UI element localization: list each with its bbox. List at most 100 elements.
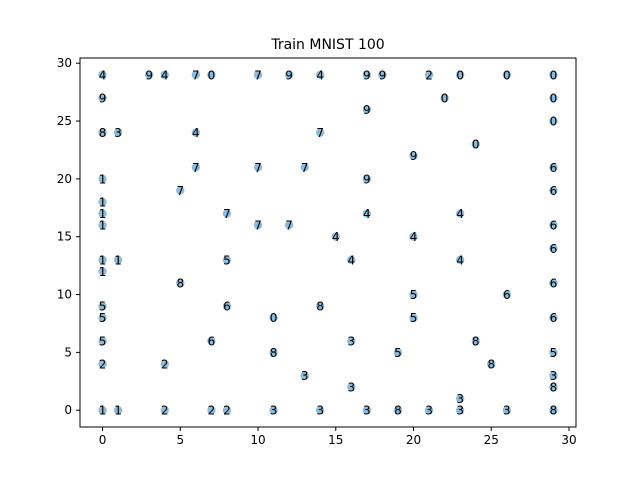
data-point — [191, 128, 201, 137]
point-label: 2 — [208, 404, 216, 418]
data-point — [316, 70, 325, 79]
point-label: 0 — [208, 68, 216, 82]
point-label: 9 — [410, 149, 418, 163]
data-point — [362, 70, 372, 79]
data-point — [98, 220, 107, 230]
point-label: 5 — [99, 300, 107, 314]
x-tick-label: 0 — [99, 433, 107, 447]
data-point — [113, 406, 123, 415]
y-tick-label: 30 — [57, 56, 72, 70]
x-tick-label: 15 — [328, 433, 343, 447]
point-label: 7 — [254, 219, 262, 233]
point-label: 4 — [410, 230, 418, 244]
point-label: 8 — [270, 346, 278, 360]
point-label: 4 — [456, 207, 464, 221]
point-label: 4 — [456, 253, 464, 267]
point-label: 5 — [99, 311, 107, 325]
data-point — [549, 116, 558, 126]
point-label: 3 — [425, 404, 433, 418]
data-point — [253, 163, 263, 172]
y-tick-label: 25 — [57, 114, 72, 128]
point-label: 1 — [99, 172, 107, 186]
point-label: 1 — [99, 219, 107, 233]
data-point — [207, 406, 216, 415]
point-label: 5 — [223, 253, 231, 267]
data-point — [98, 128, 107, 137]
y-tick-label: 20 — [57, 172, 72, 186]
point-label: 6 — [550, 161, 558, 175]
data-point — [424, 406, 434, 415]
point-label: 7 — [254, 161, 262, 175]
point-label: 6 — [550, 276, 558, 290]
point-label: 5 — [99, 334, 107, 348]
data-point — [409, 232, 418, 241]
point-label: 7 — [254, 68, 262, 82]
data-point — [424, 70, 434, 79]
point-label: 8 — [394, 404, 402, 418]
point-label: 7 — [223, 207, 231, 221]
data-point — [222, 255, 232, 265]
point-label: 8 — [550, 404, 558, 418]
data-point — [98, 406, 107, 415]
data-point — [253, 220, 263, 230]
x-tick-label: 25 — [484, 433, 499, 447]
data-point — [160, 70, 169, 79]
data-point — [98, 93, 107, 103]
point-label: 0 — [441, 91, 449, 105]
point-label: 4 — [348, 253, 356, 267]
data-point — [222, 209, 232, 218]
data-point — [284, 220, 294, 230]
point-label: 9 — [145, 68, 153, 82]
data-point — [98, 255, 107, 265]
data-point — [191, 70, 201, 79]
point-label: 6 — [550, 311, 558, 325]
data-point — [347, 255, 356, 265]
point-label: 3 — [114, 126, 122, 140]
point-label: 3 — [550, 369, 558, 383]
data-point — [253, 70, 263, 79]
data-point — [347, 336, 356, 346]
data-point — [113, 255, 123, 265]
data-point — [331, 232, 340, 241]
point-label: 6 — [550, 219, 558, 233]
point-label: 8 — [176, 276, 184, 290]
data-point — [549, 313, 558, 322]
data-point — [269, 313, 278, 322]
data-point — [471, 139, 480, 149]
data-point — [440, 93, 449, 103]
data-point — [455, 255, 465, 265]
point-label: 2 — [425, 68, 433, 82]
point-label: 9 — [379, 68, 387, 82]
data-point — [362, 209, 372, 218]
data-point — [176, 278, 185, 288]
point-label: 6 — [208, 334, 216, 348]
point-label: 7 — [301, 161, 309, 175]
point-label: 8 — [316, 300, 324, 314]
data-point — [409, 151, 418, 160]
point-label: 6 — [550, 184, 558, 198]
data-point — [393, 348, 403, 357]
data-point — [160, 406, 169, 415]
point-label: 6 — [503, 288, 511, 302]
data-point — [316, 128, 325, 137]
point-label: 9 — [285, 68, 293, 82]
point-label: 4 — [99, 68, 107, 82]
point-label: 2 — [223, 404, 231, 418]
data-point — [191, 163, 201, 172]
x-tick-label: 5 — [176, 433, 184, 447]
data-point — [362, 406, 372, 415]
y-tick-label: 5 — [64, 345, 72, 359]
data-point — [98, 70, 107, 79]
point-label: 2 — [161, 357, 169, 371]
point-label: 1 — [99, 207, 107, 221]
data-point — [549, 186, 558, 195]
data-point — [316, 406, 325, 415]
data-point — [549, 382, 558, 392]
point-label: 6 — [550, 242, 558, 256]
point-label: 4 — [192, 126, 200, 140]
point-label: 1 — [99, 265, 107, 279]
